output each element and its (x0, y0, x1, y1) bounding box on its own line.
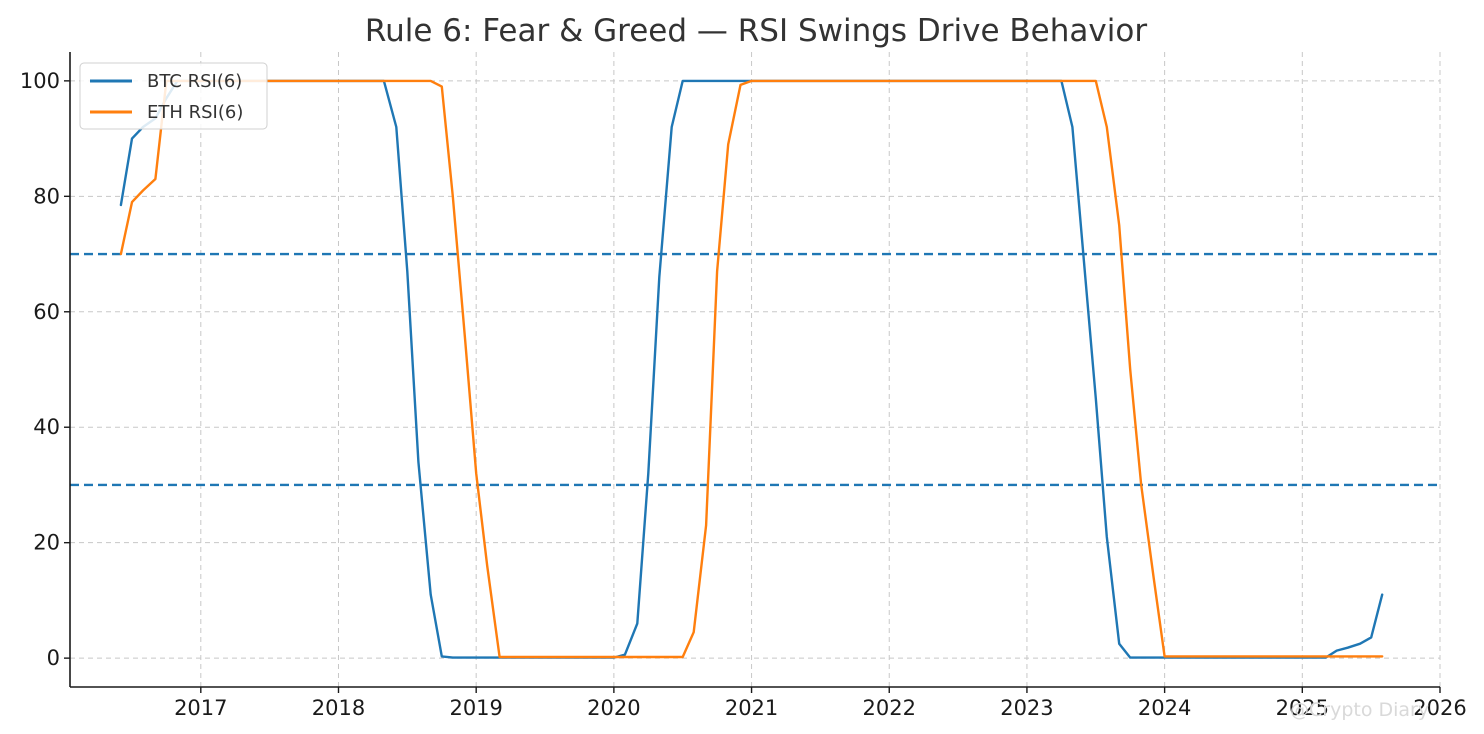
axes (69, 52, 1440, 688)
y-tick-label: 40 (33, 415, 60, 439)
x-tick-label: 2019 (449, 696, 502, 720)
x-tick-label: 2017 (174, 696, 227, 720)
x-tick-label: 2018 (312, 696, 365, 720)
legend-label-btc: BTC RSI(6) (147, 71, 242, 92)
x-tick-label: 2025 (1276, 696, 1329, 720)
legend-label-eth: ETH RSI(6) (147, 102, 243, 123)
chart-title: Rule 6: Fear & Greed — RSI Swings Drive … (365, 13, 1147, 49)
x-tick-label: 2026 (1413, 696, 1466, 720)
y-tick-label: 20 (33, 531, 60, 555)
tick-labels: 2017 2018 2019 2020 2021 2022 2023 2024 2025 2026… (20, 69, 1467, 720)
legend: BTC RSI(6) ETH RSI(6) (79, 62, 268, 130)
y-tick-label: 80 (33, 184, 60, 208)
x-tick-label: 2024 (1138, 696, 1191, 720)
x-tick-label: 2022 (863, 696, 916, 720)
watermark-text: @Crypto Diary (1290, 699, 1429, 721)
reference-lines (70, 252, 1440, 487)
y-tick-label: 60 (33, 300, 60, 324)
x-tick-label: 2023 (1000, 696, 1053, 720)
y-tick-label: 0 (47, 646, 60, 670)
y-tick-label: 100 (20, 69, 60, 93)
grid (70, 52, 1441, 687)
x-tick-label: 2020 (587, 696, 640, 720)
x-tick-label: 2021 (725, 696, 778, 720)
